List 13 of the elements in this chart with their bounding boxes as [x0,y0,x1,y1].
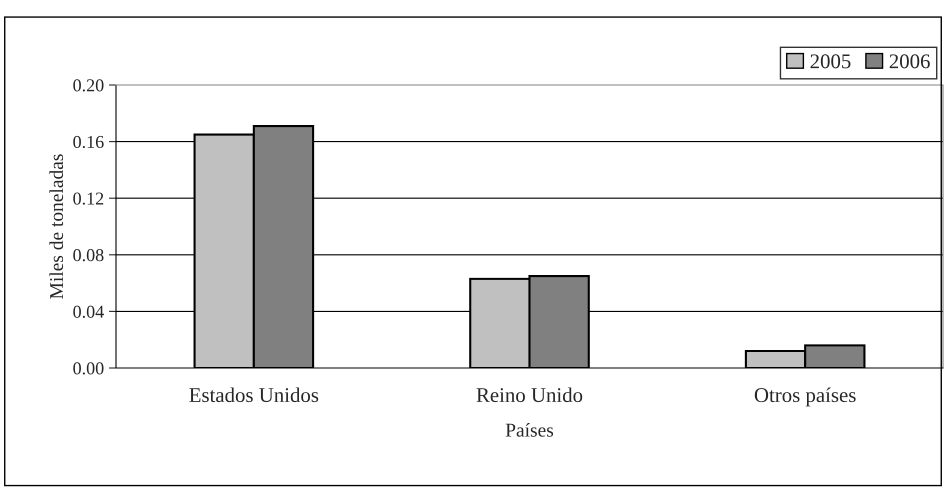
y-tick-label: 0.20 [73,79,104,92]
y-axis-title: Miles de toneladas [49,154,64,299]
y-tick-label: 0.00 [73,362,104,375]
legend-label: 2006 [890,54,930,68]
legend-label: 2005 [810,54,850,68]
x-tick-label: Reino Unido [476,387,582,402]
y-tick-label: 0.08 [73,249,104,262]
x-tick-label: Estados Unidos [189,387,318,402]
x-tick-label: Otros países [754,387,856,406]
x-axis-title: Países [506,423,554,437]
y-tick-label: 0.12 [73,192,104,205]
y-tick-label: 0.16 [73,136,104,148]
y-tick-label: 0.04 [73,306,104,318]
